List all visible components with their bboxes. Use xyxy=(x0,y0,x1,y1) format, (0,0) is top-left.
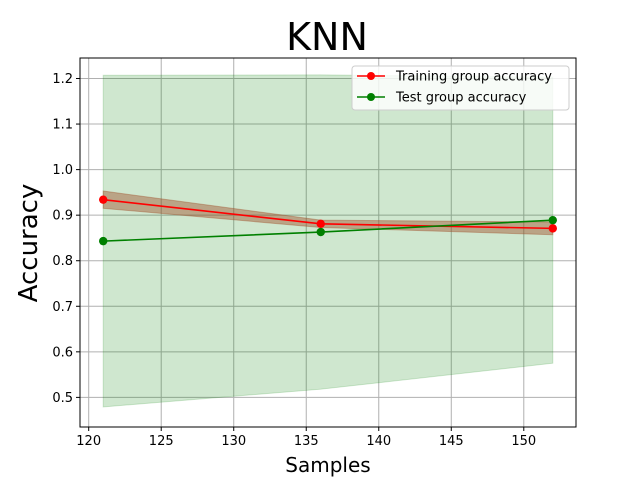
training-accuracy-point xyxy=(99,195,108,204)
y-tick-layer: 0.5 0.6 0.7 0.8 0.9 1.0 1.1 1.2 xyxy=(52,72,80,406)
test-accuracy-band xyxy=(102,74,554,408)
training-accuracy-point xyxy=(316,219,325,229)
legend-label-training: Training group accuracy xyxy=(395,70,552,85)
y-tick-label: 1.0 xyxy=(52,163,73,178)
x-axis-label: Samples xyxy=(285,453,370,477)
legend-label-test: Test group accuracy xyxy=(395,91,527,106)
x-tick-label: 135 xyxy=(294,434,319,449)
training-accuracy-point xyxy=(548,224,557,233)
series-point-layer xyxy=(99,195,557,246)
legend-marker-training xyxy=(367,72,375,80)
test-accuracy-point xyxy=(316,227,325,237)
legend-box xyxy=(351,65,570,111)
chart-title: KNN xyxy=(286,15,368,59)
y-tick-label: 1.1 xyxy=(52,118,73,133)
x-tick-label: 150 xyxy=(511,434,536,449)
y-tick-label: 1.2 xyxy=(52,72,73,87)
y-axis-label: Accuracy xyxy=(14,184,44,303)
grid-layer xyxy=(80,58,576,427)
y-tick-label: 0.9 xyxy=(52,209,73,224)
x-tick-label: 120 xyxy=(76,434,101,449)
legend-marker-test xyxy=(367,93,375,101)
x-tick-layer: 120 125 130 135 140 145 150 xyxy=(76,427,536,449)
x-tick-label: 125 xyxy=(149,434,174,449)
x-tick-label: 130 xyxy=(221,434,246,449)
confidence-band-layer xyxy=(102,74,554,408)
y-tick-label: 0.8 xyxy=(52,254,73,269)
legend: Training group accuracy Test group accur… xyxy=(351,65,570,111)
x-tick-label: 145 xyxy=(439,434,464,449)
x-tick-label: 140 xyxy=(366,434,391,449)
plot-frame xyxy=(79,57,577,428)
test-accuracy-point xyxy=(99,236,108,246)
y-tick-label: 0.5 xyxy=(52,391,73,406)
y-tick-label: 0.6 xyxy=(52,345,73,360)
y-tick-label: 0.7 xyxy=(52,300,73,315)
test-accuracy-point xyxy=(548,215,557,225)
